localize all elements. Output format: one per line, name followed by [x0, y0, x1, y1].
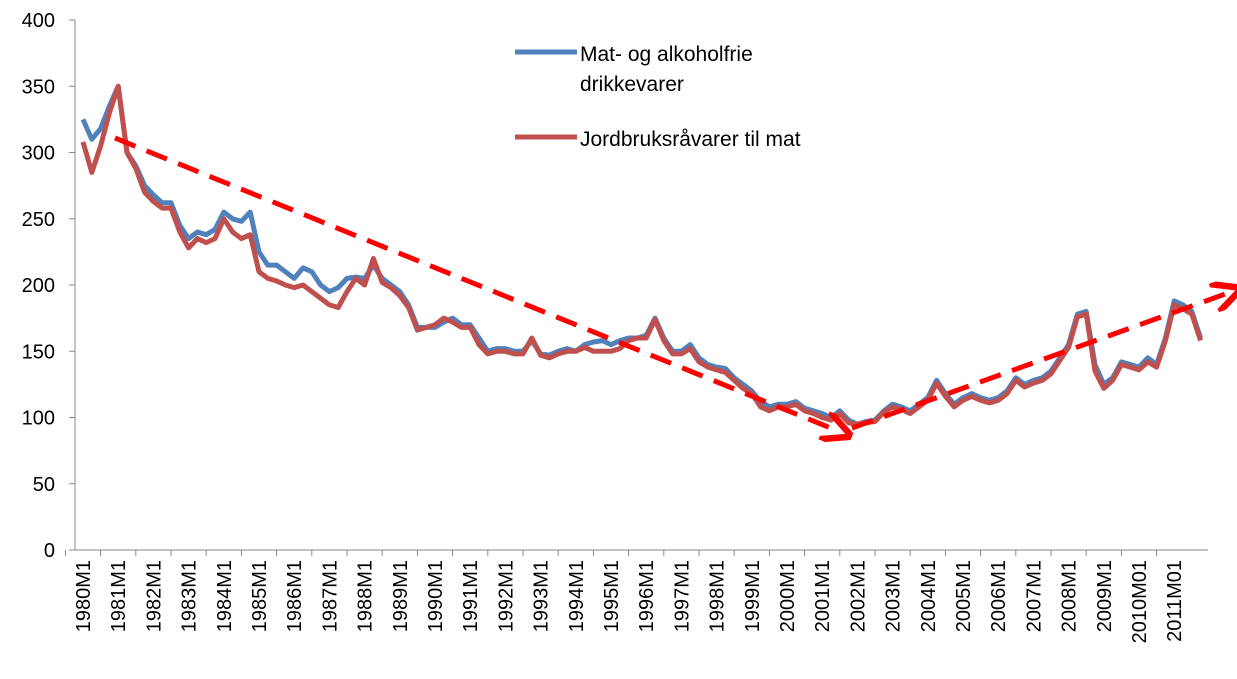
x-tick-label: 2001M1 — [812, 560, 834, 632]
x-tick-label: 1982M1 — [143, 560, 165, 632]
y-tick-label: 0 — [44, 540, 55, 562]
y-tick-label: 400 — [22, 10, 55, 32]
y-tick-label: 100 — [22, 408, 55, 430]
x-tick-label: 1990M1 — [425, 560, 447, 632]
legend-label: Jordbruksråvarer til mat — [580, 128, 801, 151]
x-tick-label: 2007M1 — [1023, 560, 1045, 632]
x-tick-label: 1987M1 — [319, 560, 341, 632]
y-tick-label: 150 — [22, 341, 55, 363]
x-tick-label: 1999M1 — [742, 560, 764, 632]
x-tick-label: 2000M1 — [777, 560, 799, 632]
x-tick-label: 1983M1 — [179, 560, 201, 632]
x-tick-label: 2008M1 — [1059, 560, 1081, 632]
series-line — [80, 83, 1203, 427]
x-tick-label: 1989M1 — [390, 560, 412, 632]
x-tick-label: 1981M1 — [108, 560, 130, 632]
x-tick-label: 1993M1 — [531, 560, 553, 632]
x-tick-label: 1984M1 — [214, 560, 236, 632]
x-tick-label: 1991M1 — [460, 560, 482, 632]
x-tick-label: 2009M1 — [1094, 560, 1116, 632]
x-tick-label: 1996M1 — [636, 560, 658, 632]
x-tick-label: 1986M1 — [284, 560, 306, 632]
y-tick-label: 300 — [22, 143, 55, 165]
x-tick-label: 1997M1 — [671, 560, 693, 632]
x-tick-label: 2004M1 — [918, 560, 940, 632]
y-tick-label: 50 — [33, 474, 55, 496]
x-tick-label: 2002M1 — [847, 560, 869, 632]
trend-arrow — [114, 135, 838, 431]
x-tick-label: 1998M1 — [707, 560, 729, 632]
x-tick-label: 1995M1 — [601, 560, 623, 632]
x-tick-label: 1994M1 — [566, 560, 588, 632]
plot-area: 0 50 100 150 200 250 300 350 400 1980M1 1981M1 1982… — [22, 10, 1208, 643]
y-tick-label: 250 — [22, 209, 55, 231]
x-tick-label: 2011M01 — [1164, 560, 1186, 642]
y-tick-label: 350 — [22, 76, 55, 98]
legend-label: Mat- og alkoholfrie drikkevarer — [580, 43, 753, 96]
x-tick-label: 1985M1 — [249, 560, 271, 632]
x-tick-label: 1992M1 — [495, 560, 517, 632]
x-tick-label: 2005M1 — [953, 560, 975, 632]
x-tick-label: 2006M1 — [988, 560, 1010, 632]
y-tick-label: 200 — [22, 275, 55, 297]
x-tick-label: 2003M1 — [883, 560, 905, 632]
x-tick-label: 1980M1 — [73, 560, 95, 632]
x-tick-label: 2010M01 — [1129, 560, 1151, 643]
x-tick-label: 1988M1 — [355, 560, 377, 632]
